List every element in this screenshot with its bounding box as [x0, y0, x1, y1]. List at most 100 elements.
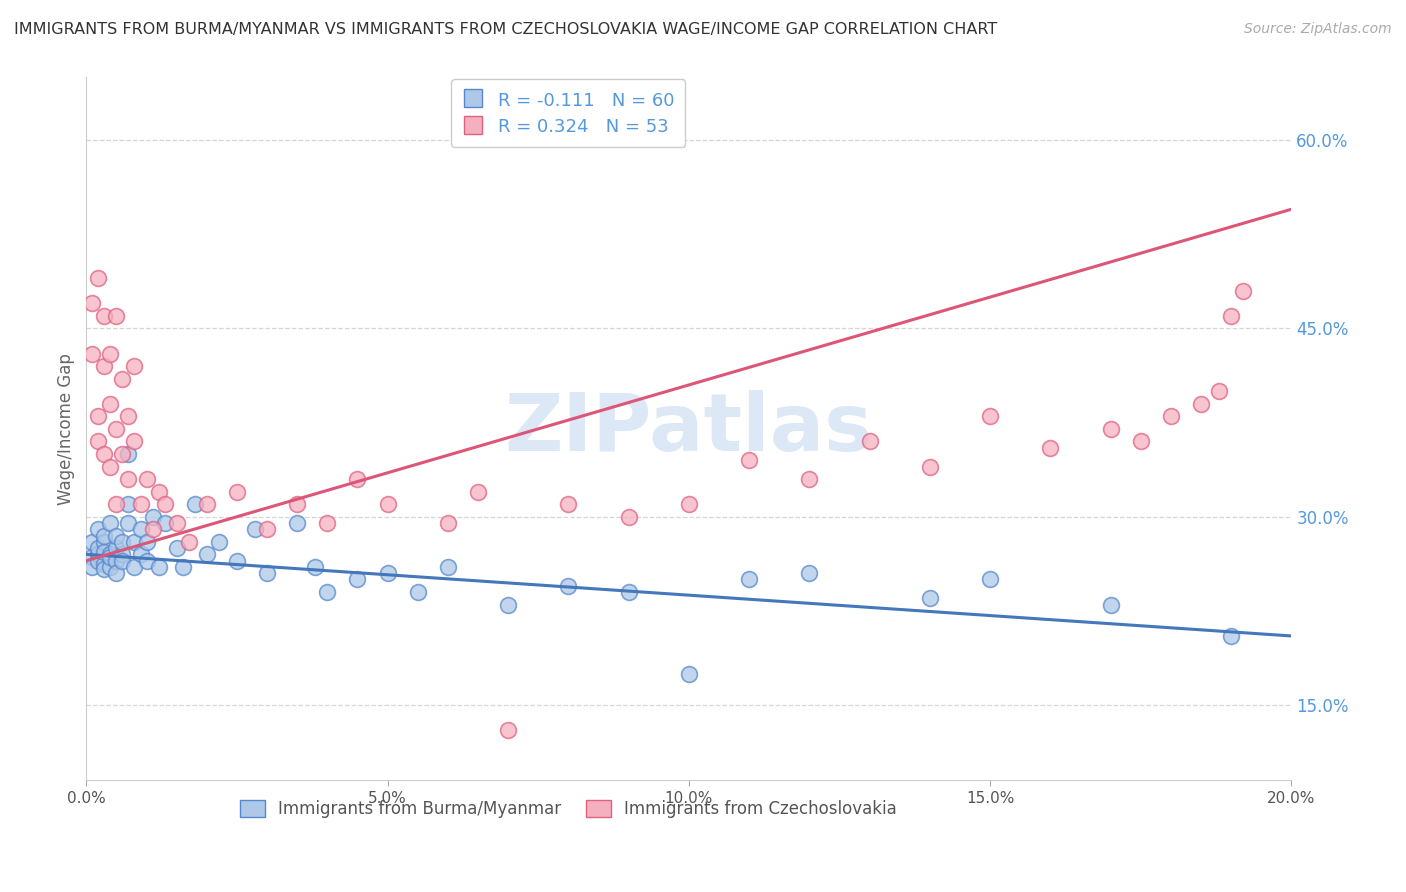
Point [918, 459, 941, 474]
Point [93, 558, 115, 572]
Point [105, 554, 128, 568]
Point [304, 560, 326, 574]
Point [467, 484, 489, 499]
Point [117, 516, 139, 530]
Point [177, 534, 200, 549]
Point [799, 472, 821, 486]
Point [87, 409, 110, 424]
Point [1160, 409, 1182, 424]
Point [117, 447, 139, 461]
Point [377, 497, 399, 511]
Point [437, 560, 460, 574]
Point [799, 566, 821, 581]
Point [195, 497, 218, 511]
Point [82, 346, 104, 360]
Point [111, 554, 134, 568]
Point [93, 545, 115, 559]
Point [226, 484, 249, 499]
Point [557, 497, 579, 511]
Point [557, 579, 579, 593]
Point [100, 549, 122, 564]
Point [1099, 422, 1122, 436]
Point [208, 534, 231, 549]
Point [148, 484, 170, 499]
Point [93, 359, 115, 373]
Point [406, 585, 429, 599]
Point [738, 453, 761, 467]
Point [124, 359, 146, 373]
Point [87, 434, 110, 449]
Point [1099, 598, 1122, 612]
Point [316, 585, 339, 599]
Point [129, 522, 152, 536]
Point [87, 541, 110, 555]
Point [105, 566, 128, 581]
Point [617, 509, 640, 524]
Point [437, 516, 460, 530]
Point [105, 422, 128, 436]
Point [142, 509, 165, 524]
Point [100, 459, 122, 474]
Y-axis label: Wage/Income Gap: Wage/Income Gap [58, 353, 75, 505]
Point [93, 528, 115, 542]
Point [316, 516, 339, 530]
Point [1039, 441, 1062, 455]
Point [285, 516, 308, 530]
Point [256, 522, 278, 536]
Point [184, 497, 207, 511]
Point [738, 573, 761, 587]
Point [496, 598, 519, 612]
Point [82, 560, 104, 574]
Point [243, 522, 266, 536]
Point [87, 554, 110, 568]
Text: ZIPatlas: ZIPatlas [505, 390, 873, 468]
Point [100, 548, 122, 562]
Point [166, 541, 188, 555]
Point [124, 560, 146, 574]
Point [1129, 434, 1152, 449]
Point [1189, 397, 1212, 411]
Point [979, 573, 1001, 587]
Point [166, 516, 188, 530]
Point [859, 434, 882, 449]
Point [172, 560, 194, 574]
Text: IMMIGRANTS FROM BURMA/MYANMAR VS IMMIGRANTS FROM CZECHOSLOVAKIA WAGE/INCOME GAP : IMMIGRANTS FROM BURMA/MYANMAR VS IMMIGRA… [14, 22, 997, 37]
Point [93, 447, 115, 461]
Point [1208, 384, 1230, 399]
Point [93, 562, 115, 576]
Point [105, 309, 128, 323]
Legend: Immigrants from Burma/Myanmar, Immigrants from Czechoslovakia: Immigrants from Burma/Myanmar, Immigrant… [233, 793, 904, 825]
Point [82, 296, 104, 310]
Point [285, 497, 308, 511]
Point [100, 346, 122, 360]
Point [117, 409, 139, 424]
Point [111, 447, 134, 461]
Point [117, 472, 139, 486]
Point [135, 472, 157, 486]
Point [153, 516, 176, 530]
Point [100, 516, 122, 530]
Point [93, 309, 115, 323]
Point [1220, 629, 1243, 643]
Point [496, 723, 519, 737]
Point [87, 548, 110, 562]
Point [346, 472, 368, 486]
Point [135, 534, 157, 549]
Point [82, 549, 104, 564]
Point [129, 497, 152, 511]
Point [256, 566, 278, 581]
Point [117, 497, 139, 511]
Point [153, 497, 176, 511]
Point [111, 548, 134, 562]
Point [195, 548, 218, 562]
Point [124, 434, 146, 449]
Point [87, 271, 110, 285]
Point [105, 528, 128, 542]
Point [105, 541, 128, 555]
Point [226, 554, 249, 568]
Point [678, 666, 700, 681]
Point [1220, 309, 1243, 323]
Point [678, 497, 700, 511]
Point [979, 409, 1001, 424]
Point [111, 372, 134, 386]
